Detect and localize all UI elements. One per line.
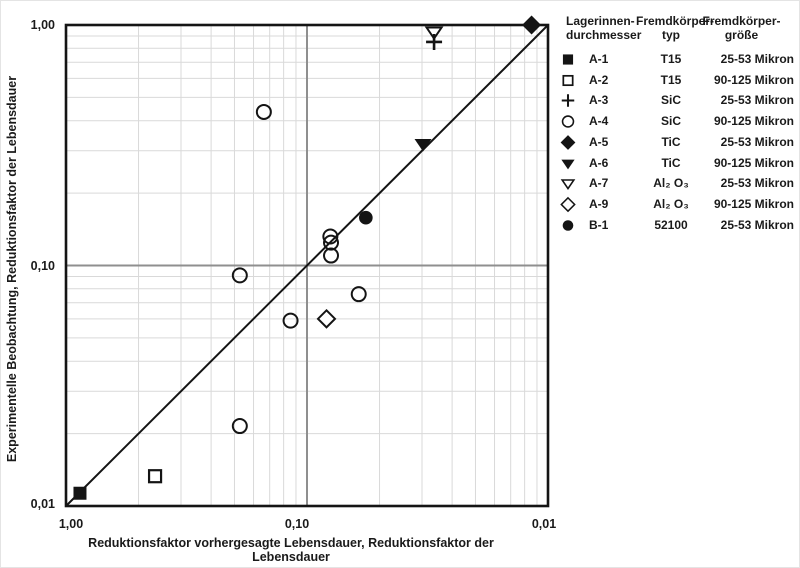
marker-A-1: [73, 486, 87, 500]
legend-marker-filled-square-icon: [562, 54, 574, 65]
x-axis-title: Reduktionsfaktor vorhergesagte Lebensdau…: [88, 536, 494, 564]
marker-A-7: [424, 26, 444, 41]
marker-A-3: [426, 33, 443, 50]
legend-marker-A-2: [562, 74, 574, 86]
y-axis-title: Experimentelle Beobachtung, Reduktionsfa…: [5, 75, 19, 463]
marker-A-6: [414, 139, 432, 152]
legend-type: Al₂ O₃: [653, 196, 689, 211]
legend-marker-filled-diamond-icon: [560, 134, 576, 150]
legend-type: TiC: [661, 155, 681, 170]
legend-row-A-2: A-2 T15 90-125 Mikron: [556, 71, 799, 90]
marker-A-4: [231, 267, 248, 284]
legend-marker-B-1: [562, 219, 574, 231]
legend-marker-open-diamond-icon: [560, 196, 576, 213]
marker-A-4: [231, 418, 248, 435]
y-tick-1: 1,00: [30, 18, 55, 32]
legend-header-typ: Fremdkörper- typ: [636, 14, 715, 42]
legend-type: SiC: [660, 114, 681, 129]
reference-line: [65, 24, 549, 507]
legend-header-durchmesser: Lagerinnen- durchmesser: [566, 14, 642, 42]
legend-name: A-6: [589, 155, 609, 170]
marker-A-4: [350, 286, 367, 303]
legend-marker-A-9: [560, 196, 576, 213]
legend-row-A-9: A-9 Al₂ O₃ 90-125 Mikron: [556, 195, 799, 214]
legend-size: 25-53 Mikron: [720, 217, 794, 232]
legend-size: 90-125 Mikron: [713, 196, 794, 211]
legend-marker-A-4: [561, 115, 575, 128]
legend-marker-open-triangle-down-icon: [560, 179, 576, 191]
y-tick-3: 0,01: [30, 497, 55, 511]
legend-name: A-2: [589, 72, 609, 87]
legend-size: 25-53 Mikron: [720, 134, 794, 149]
legend-name: A-4: [589, 114, 609, 129]
legend-marker-filled-triangle-down-icon: [561, 159, 575, 169]
legend-marker-open-circle-icon: [561, 115, 575, 128]
legend-row-A-3: A-3 SiC 25-53 Mikron: [556, 91, 799, 110]
legend-marker-open-square-icon: [562, 74, 574, 86]
legend-name: A-1: [589, 52, 609, 66]
x-tick-1: 1,00: [58, 517, 84, 531]
legend-name: A-3: [589, 93, 609, 108]
legend-type: T15: [660, 72, 682, 87]
legend-marker-A-7: [560, 179, 576, 191]
legend-type: T15: [660, 52, 682, 66]
y-tick-2: 0,10: [30, 259, 55, 273]
legend-name: B-1: [589, 217, 609, 232]
legend-marker-plus-icon: [561, 94, 575, 108]
legend-marker-filled-circle-icon: [562, 219, 574, 231]
marker-B-1: [359, 210, 373, 225]
legend-row-A-7: A-7 Al₂ O₃ 25-53 Mikron: [556, 174, 799, 193]
legend-name: A-9: [589, 196, 609, 211]
legend-row-B-1: B-1 52100 25-53 Mikron: [556, 216, 799, 235]
x-tick-2: 0,10: [284, 517, 310, 531]
legend-type: Al₂ O₃: [653, 176, 689, 191]
marker-A-5: [522, 15, 542, 35]
legend-marker-A-1: [562, 54, 574, 65]
marker-A-4: [282, 312, 299, 329]
marker-A-9: [316, 308, 337, 329]
x-tick-3: 0,01: [531, 517, 557, 531]
legend-table: Lagerinnen- durchmesser Fremdkörper- typ…: [556, 11, 799, 241]
marker-A-4: [255, 103, 272, 120]
marker-A-4: [322, 228, 339, 245]
legend-name: A-7: [589, 176, 609, 191]
legend-marker-A-6: [561, 159, 575, 169]
plot-frame: [64, 23, 550, 508]
legend-size: 90-125 Mikron: [713, 114, 794, 129]
legend-type: 52100: [654, 217, 688, 232]
marker-A-4: [323, 247, 340, 264]
marker-A-2: [147, 469, 163, 484]
legend-size: 90-125 Mikron: [713, 72, 794, 87]
legend-row-A-1: A-1 T15 25-53 Mikron: [556, 50, 799, 69]
marker-A-4: [323, 234, 340, 251]
legend-row-A-6: A-6 TiC 90-125 Mikron: [556, 154, 799, 173]
legend-marker-A-5: [560, 134, 576, 150]
legend-type: SiC: [660, 93, 681, 108]
legend-marker-A-3: [561, 94, 575, 108]
legend-name: A-5: [589, 134, 609, 149]
legend-size: 90-125 Mikron: [713, 155, 794, 170]
legend-size: 25-53 Mikron: [720, 52, 794, 66]
legend-row-A-4: A-4 SiC 90-125 Mikron: [556, 112, 799, 131]
legend-header-groesse: Fremdkörper- größe: [702, 14, 781, 42]
legend-size: 25-53 Mikron: [720, 93, 794, 108]
legend-size: 25-53 Mikron: [720, 176, 794, 191]
legend-type: TiC: [661, 134, 681, 149]
legend-row-A-5: A-5 TiC 25-53 Mikron: [556, 133, 799, 152]
